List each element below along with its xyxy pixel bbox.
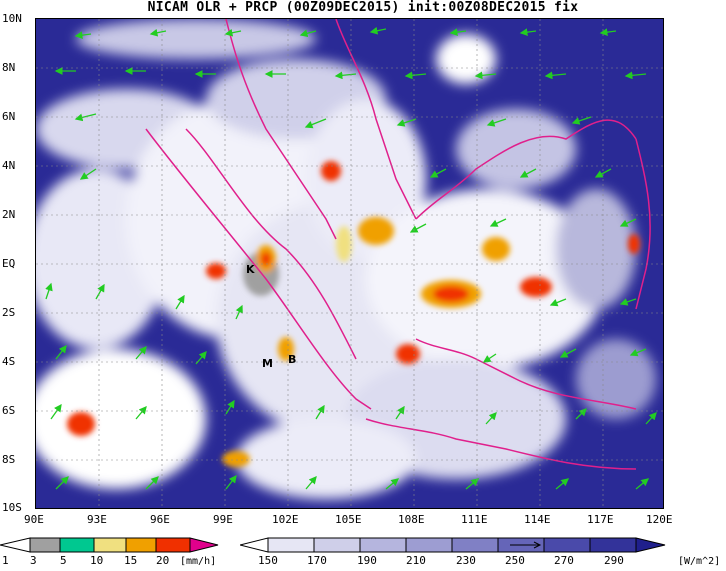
olr-colorbar-label: 170 xyxy=(307,554,327,567)
precip-swatch xyxy=(155,537,191,553)
lon-label: 117E xyxy=(587,513,614,526)
olr-swatch xyxy=(313,537,361,553)
lat-label: 10S xyxy=(2,501,22,514)
olr-colorbar-low-arrow xyxy=(240,537,269,553)
precip-units: [mm/h] xyxy=(180,556,217,567)
lat-label: 2S xyxy=(2,306,16,319)
precip-colorbar-label: 1 xyxy=(2,554,9,567)
lat-label: EQ xyxy=(2,257,16,270)
map-canvas xyxy=(36,19,663,508)
olr-colorbar-label: 290 xyxy=(604,554,624,567)
olr-swatch xyxy=(405,537,453,553)
olr-colorbar-high-arrow xyxy=(635,537,666,553)
wind-arrows xyxy=(45,26,657,490)
lat-label: 6S xyxy=(2,404,16,417)
marker-m: M xyxy=(262,357,273,370)
lat-label: 8S xyxy=(2,453,16,466)
marker-k: K xyxy=(246,263,255,276)
precip-colorbar-label: 3 xyxy=(30,554,37,567)
precip-swatch xyxy=(29,537,61,553)
precip-colorbar-label: 10 xyxy=(90,554,104,567)
lon-label: 108E xyxy=(398,513,425,526)
coastlines xyxy=(145,19,651,470)
lon-label: 93E xyxy=(87,513,107,526)
olr-swatch xyxy=(543,537,591,553)
lon-label: 102E xyxy=(272,513,299,526)
olr-colorbar xyxy=(240,537,666,553)
precip-colorbar-low-arrow xyxy=(0,537,31,553)
precip-colorbar-label: 15 xyxy=(124,554,138,567)
lon-label: 111E xyxy=(461,513,488,526)
olr-precip-map: K M B xyxy=(35,18,664,509)
lat-label: 8N xyxy=(2,61,16,74)
olr-colorbar-label: 270 xyxy=(554,554,574,567)
wind-reference-arrowhead xyxy=(533,541,542,549)
lon-label: 90E xyxy=(24,513,44,526)
lat-label: 4N xyxy=(2,159,16,172)
precip-swatch xyxy=(93,537,127,553)
lon-label: 99E xyxy=(213,513,233,526)
lat-label: 4S xyxy=(2,355,16,368)
precip-swatch xyxy=(125,537,157,553)
lon-label: 120E xyxy=(646,513,673,526)
lon-label: 114E xyxy=(524,513,551,526)
precip-colorbar xyxy=(0,537,219,553)
map-title: NICAM OLR + PRCP (00Z09DEC2015) init:00Z… xyxy=(147,0,579,15)
precip-colorbar-label: 5 xyxy=(60,554,67,567)
precip-colorbar-high-arrow xyxy=(189,537,219,553)
lat-label: 10N xyxy=(2,12,22,25)
olr-colorbar-label: 190 xyxy=(357,554,377,567)
graticule xyxy=(36,19,663,508)
lon-label: 105E xyxy=(335,513,362,526)
precip-swatch xyxy=(59,537,95,553)
olr-colorbar-label: 150 xyxy=(258,554,278,567)
olr-swatch xyxy=(451,537,499,553)
olr-swatch xyxy=(267,537,315,553)
olr-colorbar-label: 210 xyxy=(406,554,426,567)
olr-colorbar-label: 250 xyxy=(505,554,525,567)
marker-b: B xyxy=(288,353,297,366)
lat-label: 6N xyxy=(2,110,16,123)
precip-colorbar-label: 20 xyxy=(156,554,170,567)
olr-units: [W/m^2] xyxy=(678,556,721,567)
olr-cloud-field xyxy=(36,19,656,499)
olr-colorbar-label: 230 xyxy=(456,554,476,567)
lon-label: 96E xyxy=(150,513,170,526)
olr-swatch xyxy=(589,537,637,553)
olr-swatch xyxy=(359,537,407,553)
lat-label: 2N xyxy=(2,208,16,221)
